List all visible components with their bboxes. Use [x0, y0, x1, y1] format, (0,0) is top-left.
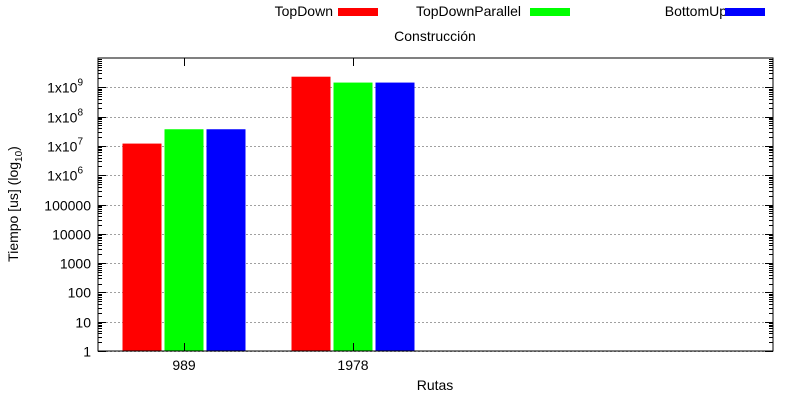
x-tick-label-989: 989	[172, 357, 196, 373]
y-axis-label-prefix: Tiempo [us] (log	[5, 162, 21, 262]
y-tick-label-2: 100	[68, 285, 92, 301]
bar-TopDown-989	[122, 143, 162, 351]
legend-label-TopDownParallel: TopDownParallel	[416, 3, 521, 19]
y-tick-label-5: 100000	[44, 198, 91, 214]
y-tick-label-exp-9: 9	[77, 78, 83, 89]
axis-ticks: 1101001000100001000001x1061x1071x1081x10…	[44, 58, 773, 373]
legend-swatch-BottomUp	[725, 8, 765, 16]
y-axis-label-subscript: 10	[14, 150, 25, 162]
y-tick-label-base-7: 1x10	[47, 139, 78, 155]
y-tick-label-base-6: 1x10	[47, 168, 78, 184]
bar-BottomUp-1978	[375, 82, 415, 352]
y-tick-label-exp-7: 7	[77, 137, 83, 148]
y-tick-label-base-8: 1x10	[47, 110, 78, 126]
y-tick-label-1: 10	[75, 315, 91, 331]
y-axis-label-suffix: )	[5, 146, 21, 151]
bar-TopDown-1978	[291, 76, 331, 351]
y-tick-label-base-9: 1x10	[47, 80, 78, 96]
bar-TopDownParallel-989	[164, 129, 204, 351]
x-tick-label-1978: 1978	[337, 357, 368, 373]
x-axis-label: Rutas	[417, 377, 454, 393]
bar-BottomUp-989	[206, 129, 246, 351]
bar-TopDownParallel-1978	[333, 82, 373, 352]
y-tick-label-6: 1x106	[47, 166, 83, 184]
y-axis-label: Tiempo [us] (log10)	[5, 146, 25, 262]
plot-frame	[97, 57, 774, 352]
legend-label-TopDown: TopDown	[275, 3, 333, 19]
chart-title: Construcción	[394, 28, 476, 44]
y-tick-label-4: 10000	[52, 227, 91, 243]
bars	[122, 76, 415, 352]
legend: TopDown TopDownParallel BottomUp	[275, 3, 765, 19]
y-tick-label-0: 1	[83, 344, 91, 360]
y-tick-label-7: 1x107	[47, 137, 83, 155]
legend-swatch-TopDownParallel	[530, 8, 570, 16]
y-tick-label-exp-8: 8	[77, 108, 83, 119]
y-tick-label-8: 1x108	[47, 108, 83, 126]
y-tick-label-3: 1000	[60, 256, 91, 272]
y-tick-label-exp-6: 6	[77, 166, 83, 177]
legend-label-BottomUp: BottomUp	[665, 3, 727, 19]
legend-swatch-TopDown	[338, 8, 378, 16]
y-tick-label-9: 1x109	[47, 78, 83, 96]
